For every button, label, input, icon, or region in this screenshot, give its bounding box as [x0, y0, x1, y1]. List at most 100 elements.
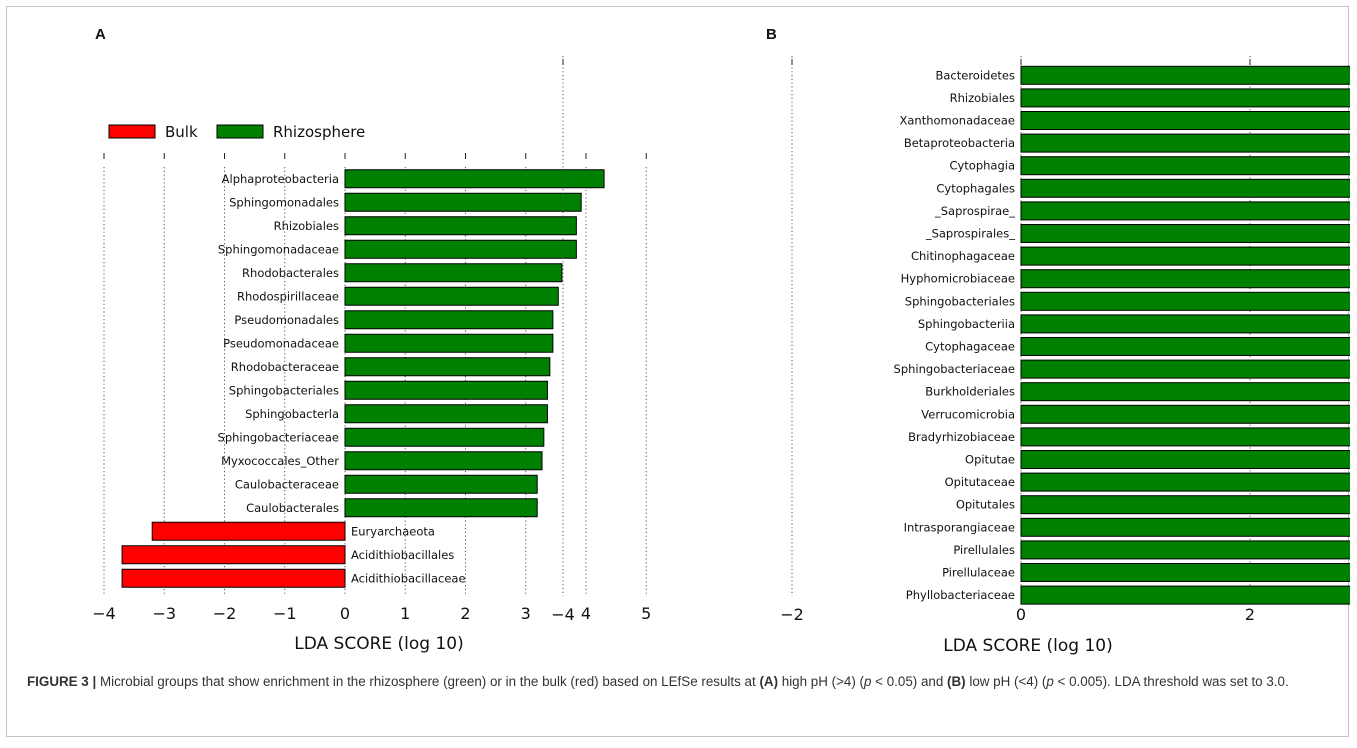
panel-a-category-label-sphingomonadaceae: Sphingomonadaceae [218, 242, 339, 256]
panel-b-bar-pirellulales [1020, 540, 1350, 560]
panel-a-bar-rhodobacterales [344, 263, 563, 283]
caption-text-3: < 0.05) and [871, 674, 948, 689]
panel-a-bar-pseudomonadaceae [344, 333, 554, 353]
panel-b-category-label-pirellulales: Pirellulales [953, 543, 1015, 557]
panel-a-bar-caulobacteraceae [344, 474, 538, 494]
panel-b-bar-verrucomicrobia [1020, 404, 1350, 424]
panel-b-bar-sphingobacteriaceae [1020, 359, 1350, 379]
panel-b-category-label-pirellulaceae: Pirellulaceae [942, 566, 1015, 580]
panel-b-bar-sphingobacteriia [1020, 314, 1350, 334]
panel-b-category-label-opitutaceae: Opitutaceae [945, 475, 1015, 489]
panel-b-bar-rhizobiales [1020, 88, 1350, 108]
panel-a-tick-label-4: −4 [92, 604, 116, 623]
panel-b-bar-hyphomicrobiaceae [1020, 269, 1350, 289]
panel-b-bar-intrasporangiaceae [1020, 517, 1350, 537]
panel-a-bar-sphingobacterla [344, 404, 548, 424]
panel-a-tick-label-4: 4 [581, 604, 591, 623]
panel-b-tick-label-2: 2 [1245, 605, 1255, 624]
panel-a-category-label-rhizobiales: Rhizobiales [274, 219, 339, 233]
panel-b-x-axis-label: LDA SCORE (log 10) [943, 636, 1113, 656]
panel-b-tick-label-4: −4 [551, 605, 575, 624]
panel-b-bar-chitinophagaceae [1020, 246, 1350, 266]
panel-a-bar-sphingomonadaceae [344, 239, 577, 259]
panel-a-tick-label-0: 0 [340, 604, 350, 623]
panel-a-tick-label-3: 3 [521, 604, 531, 623]
panel-b-bar-cytophagaceae [1020, 337, 1350, 356]
panel-a-tick-label-1: 1 [400, 604, 410, 623]
panel-a-category-label-alphaproteobacteria: Alphaproteobacteria [222, 172, 339, 186]
panel-a-category-label-rhodospirillaceae: Rhodospirillaceae [237, 289, 339, 303]
panel-b-bar-betaproteobacteria [1020, 133, 1350, 153]
caption-ref-a: (A) [759, 674, 779, 689]
panel-a-bar-rhodospirillaceae [344, 286, 559, 306]
panel-b-bar-pirellulaceae [1020, 563, 1350, 582]
panel-a-bar-alphaproteobacteria [344, 169, 605, 189]
panel-a-bar-sphingomonadales [344, 192, 582, 212]
figure-caption: FIGURE 3 | Microbial groups that show en… [27, 672, 1337, 692]
panel-a-category-label-pseudomonadaceae: Pseudomonadaceae [223, 336, 339, 350]
panel-b-letter: B [766, 26, 777, 43]
panel-a-category-label-rhodobacteraceae: Rhodobacteraceae [231, 360, 339, 374]
caption-text-5: < 0.005). LDA threshold was set to 3.0. [1053, 674, 1289, 689]
figure-frame: A −4 −3 −2 −1 0 1 2 3 4 5 Alphaproteobacteria Sphing… [6, 6, 1350, 737]
panel-a-category-label-sphingobacteriaceae: Sphingobacteriaceae [218, 430, 339, 444]
panel-a-category-label-euryarchaeota: Euryarchaeota [351, 524, 435, 538]
panel-a-chart: A −4 −3 −2 −1 0 1 2 3 4 5 Alphaproteobacteria Sphing… [92, 26, 651, 654]
panel-b-bar-bacteroidetes [1020, 65, 1350, 85]
panel-b-category-label-sphingobacteriaceae: Sphingobacteriaceae [894, 362, 1015, 376]
panel-a-bar-acidithiobacillales [121, 545, 346, 565]
panel-b-bar-saprospirae [1020, 201, 1350, 221]
panel-b-bar-saprospirales [1020, 224, 1350, 243]
legend-swatch-bulk [108, 124, 156, 139]
panel-b-category-label-burkholderiales: Burkholderiales [925, 385, 1015, 399]
panel-b-category-label-bacteroidetes: Bacteroidetes [935, 68, 1015, 82]
panel-b-category-label-sphingobacteriales: Sphingobacteriales [905, 294, 1015, 308]
panel-b-category-label-chitinophagaceae: Chitinophagaceae [911, 249, 1015, 263]
panel-a-bar-acidithiobacillaceae [121, 568, 346, 588]
panel-b-tick-label-0: 0 [1016, 605, 1026, 624]
caption-label: FIGURE 3 | [27, 674, 97, 689]
panel-b-bar-sphingobacteriales [1020, 291, 1350, 311]
panel-a-tick-label-1: −1 [273, 604, 297, 623]
panel-a-category-label-sphingomonadales: Sphingomonadales [229, 195, 339, 209]
panel-a-category-label-acidithiobacillales: Acidithiobacillales [351, 548, 454, 562]
panel-b-category-label-hyphomicrobiaceae: Hyphomicrobiaceae [901, 272, 1015, 286]
panel-b-bar-opitutales [1020, 495, 1350, 515]
panel-a-bar-caulobacterales [344, 498, 538, 518]
panel-a-tick-label-5: 5 [641, 604, 651, 623]
panel-a-category-label-caulobacterales: Caulobacterales [246, 501, 339, 515]
panel-a-category-label-acidithiobacillaceae: Acidithiobacillaceae [351, 571, 466, 585]
legend-swatch-rhizosphere [216, 124, 264, 139]
caption-ref-b: (B) [947, 674, 966, 689]
panel-b-bar-bradyrhizobiaceae [1020, 427, 1350, 447]
panel-a-bar-pseudomonadales [344, 310, 554, 330]
panel-b-tick-label-2: −2 [780, 605, 804, 624]
panel-b-category-label-bradyrhizobiaceae: Bradyrhizobiaceae [908, 430, 1015, 444]
panel-b-bar-phyllobacteriaceae [1020, 585, 1350, 605]
legend-label-bulk: Bulk [165, 123, 198, 141]
panel-b-chart: B −4 −2 0 2 4 Bacteroidetes Rhizobiales Xanthomo… [551, 26, 1350, 656]
panel-b-category-label-verrucomicrobia: Verrucomicrobia [921, 407, 1015, 421]
caption-text-2: high pH (>4) ( [778, 674, 864, 689]
panel-b-bar-opitutae [1020, 450, 1350, 469]
panel-b-category-label-opitutae: Opitutae [965, 453, 1015, 467]
panel-b-bar-cytophagia [1020, 156, 1350, 176]
panel-b-bar-cytophagales [1020, 178, 1350, 198]
panel-a-bar-rhodobacteraceae [344, 357, 551, 377]
panel-a-category-label-pseudomonadales: Pseudomonadales [234, 313, 339, 327]
figure-canvas: A −4 −3 −2 −1 0 1 2 3 4 5 Alphaproteobacteria Sphing… [92, 26, 1350, 656]
panel-a-bar-sphingobacteriales [344, 380, 548, 400]
caption-p-symbol-1: p [864, 674, 872, 689]
panel-b-category-label-saprospirae: _Saprospirae_ [934, 204, 1015, 218]
panel-b-bar-opitutaceae [1020, 472, 1350, 492]
panel-a-category-label-caulobacteraceae: Caulobacteraceae [235, 477, 339, 491]
caption-p-symbol-2: p [1046, 674, 1054, 689]
panel-a-tick-label-3: −3 [152, 604, 176, 623]
panel-b-category-label-cytophagia: Cytophagia [949, 159, 1015, 173]
panel-a-x-axis-label: LDA SCORE (log 10) [294, 634, 464, 654]
caption-text-4: low pH (<4) ( [965, 674, 1047, 689]
panel-a-bar-myxococcales-other [344, 451, 543, 471]
panel-b-category-label-opitutales: Opitutales [956, 498, 1015, 512]
panel-b-category-label-cytophagales: Cytophagales [936, 181, 1015, 195]
panel-a-letter: A [95, 26, 106, 43]
